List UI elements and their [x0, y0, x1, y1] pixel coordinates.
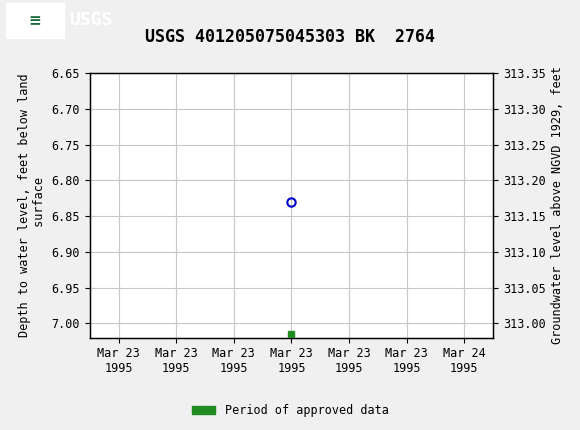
Text: ≡: ≡	[28, 13, 41, 28]
Text: USGS: USGS	[70, 12, 113, 29]
Text: USGS 401205075045303 BK  2764: USGS 401205075045303 BK 2764	[145, 28, 435, 46]
Y-axis label: Groundwater level above NGVD 1929, feet: Groundwater level above NGVD 1929, feet	[551, 66, 564, 344]
Polygon shape	[6, 3, 64, 37]
Y-axis label: Depth to water level, feet below land
 surface: Depth to water level, feet below land su…	[18, 74, 46, 337]
Legend: Period of approved data: Period of approved data	[187, 399, 393, 422]
